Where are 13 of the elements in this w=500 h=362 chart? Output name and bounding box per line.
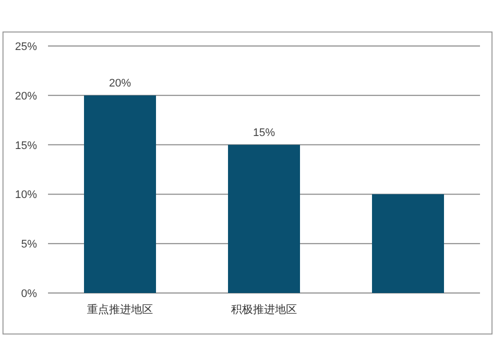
y-tick-label: 5% — [21, 238, 38, 251]
x-tick-label: 积极推进地区 — [231, 303, 297, 316]
bar — [84, 95, 156, 293]
bar — [228, 144, 300, 293]
data-label: 20% — [108, 77, 132, 90]
x-tick-label: 重点推进地区 — [87, 303, 153, 316]
bar — [372, 194, 444, 293]
y-tick-label: 0% — [21, 288, 38, 300]
y-tick-label: 15% — [14, 140, 38, 152]
y-tick-label: 20% — [14, 90, 38, 102]
y-tick-label: 25% — [14, 41, 38, 53]
data-label: 15% — [252, 126, 276, 139]
y-tick-label: 10% — [14, 189, 38, 202]
